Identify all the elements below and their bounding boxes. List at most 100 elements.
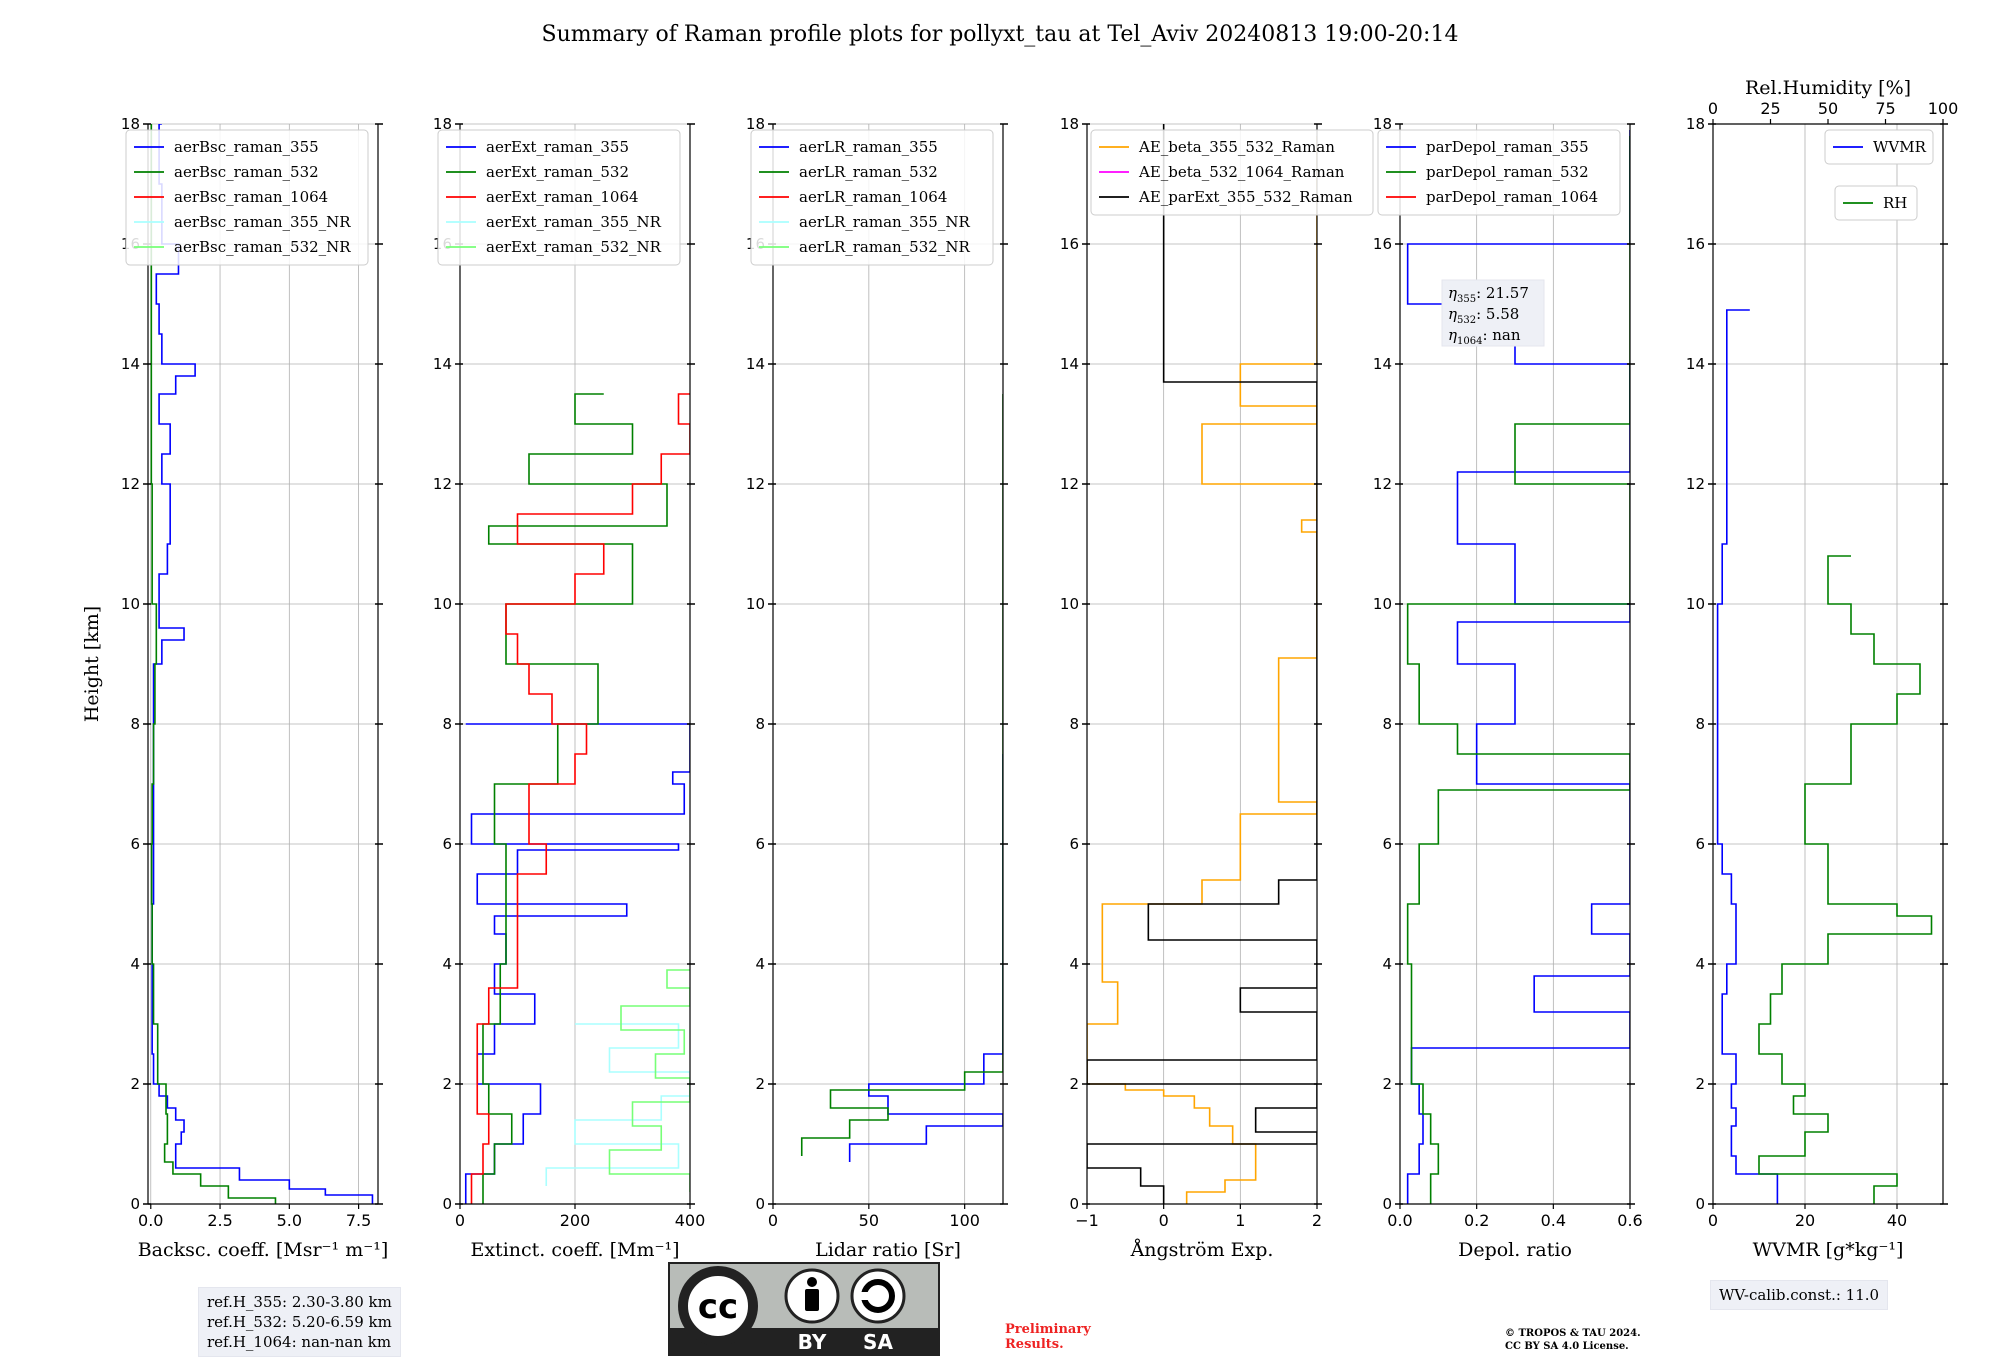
y-tick-label: 12	[121, 475, 140, 493]
legend-box	[125, 129, 369, 266]
share-alike-icon	[850, 1268, 906, 1324]
x-axis-label: WVMR [g*kg⁻¹]	[1753, 1239, 1904, 1261]
y-tick-label: 14	[1686, 355, 1705, 373]
x-tick-label: 1	[1235, 1211, 1245, 1230]
data-area	[1716, 309, 1933, 1204]
x-tick-label: 2.5	[207, 1211, 232, 1230]
x-axis-label: Ångström Exp.	[1130, 1239, 1274, 1261]
y-tick-label: 4	[1382, 955, 1392, 973]
legend-label: aerBsc_raman_1064	[174, 188, 328, 206]
series-aerExt_raman_1064	[470, 393, 690, 1204]
y-tick-label: 8	[1069, 715, 1079, 733]
legend-box-wvmr	[1824, 129, 1934, 165]
y-tick-label: 14	[433, 355, 452, 373]
x-tick-label: 100	[949, 1211, 980, 1230]
y-tick-label: 0	[130, 1195, 140, 1213]
top-x-tick-label: 25	[1760, 99, 1780, 118]
y-tick-label: 12	[1060, 475, 1079, 493]
y-tick-label: 0	[755, 1195, 765, 1213]
x-tick-label: 20	[1795, 1211, 1815, 1230]
cc-text: cc	[698, 1287, 738, 1327]
copyright-line-1: © TROPOS & TAU 2024.	[1505, 1328, 1641, 1339]
series-WVMR	[1716, 309, 1779, 1204]
legend-label: AE_beta_532_1064_Raman	[1138, 163, 1345, 181]
legend-box	[437, 129, 681, 266]
legend-label: parDepol_raman_355	[1426, 138, 1589, 156]
x-axis-label: Lidar ratio [Sr]	[815, 1239, 961, 1261]
y-tick-label: 8	[442, 715, 452, 733]
reference-height-box: ref.H_355: 2.30-3.80 km ref.H_532: 5.20-…	[198, 1287, 401, 1357]
legend-label: aerLR_raman_532	[799, 163, 938, 181]
legend-label: aerExt_raman_532_NR	[486, 238, 662, 256]
series-RH	[1758, 555, 1933, 1204]
x-tick-label: 0.6	[1617, 1211, 1642, 1230]
y-tick-label: 6	[1069, 835, 1079, 853]
legend-label: aerExt_raman_1064	[486, 188, 639, 206]
x-tick-label: 0	[1159, 1211, 1169, 1230]
legend-label: RH	[1883, 194, 1907, 212]
y-tick-label: 6	[1382, 835, 1392, 853]
eta-annotation: η532: 5.58	[1448, 305, 1519, 326]
x-tick-label: 0.0	[138, 1211, 163, 1230]
y-tick-label: 12	[433, 475, 452, 493]
series-aerExt_raman_532_NR	[608, 969, 690, 1192]
y-tick-label: 2	[1695, 1075, 1705, 1093]
y-tick-label: 18	[746, 115, 765, 133]
copyright-line-2: CC BY SA 4.0 License.	[1505, 1341, 1629, 1352]
series-aerLR_raman_532	[800, 394, 1003, 1156]
y-tick-label: 16	[1373, 235, 1392, 253]
y-tick-label: 4	[1069, 955, 1079, 973]
series-aerLR_raman_355	[848, 754, 1003, 1162]
legend-label: aerLR_raman_355	[799, 138, 938, 156]
panel-extinction: 0246810121416180200400Extinct. coeff. [M…	[433, 115, 705, 1261]
y-tick-label: 18	[1060, 115, 1079, 133]
top-x-tick-label: 50	[1818, 99, 1838, 118]
legend-label: aerLR_raman_1064	[799, 188, 947, 206]
x-tick-label: 50	[859, 1211, 879, 1230]
y-tick-label: 14	[1373, 355, 1392, 373]
y-tick-label: 4	[755, 955, 765, 973]
eta-box	[1441, 279, 1545, 347]
top-x-tick-label: 75	[1875, 99, 1895, 118]
x-tick-label: 5.0	[277, 1211, 302, 1230]
x-tick-label: 200	[560, 1211, 591, 1230]
y-tick-label: 18	[433, 115, 452, 133]
series-aerBsc_raman_355	[151, 124, 374, 1204]
y-tick-label: 10	[1373, 595, 1392, 613]
legend-box-rh	[1834, 185, 1918, 221]
y-tick-label: 0	[1382, 1195, 1392, 1213]
y-tick-label: 18	[1373, 115, 1392, 133]
top-axis-label: Rel.Humidity [%]	[1745, 77, 1911, 99]
y-tick-label: 18	[121, 115, 140, 133]
x-tick-label: −1	[1075, 1211, 1099, 1230]
y-tick-label: 6	[755, 835, 765, 853]
y-tick-label: 0	[1069, 1195, 1079, 1213]
series-parDepol_raman_532	[1406, 136, 1630, 1204]
y-tick-label: 0	[1695, 1195, 1705, 1213]
series-aerBsc_raman_532	[150, 124, 277, 1204]
by-text: BY	[798, 1330, 827, 1354]
y-tick-label: 12	[1373, 475, 1392, 493]
preliminary-results-note: Preliminary Results.	[1005, 1322, 1091, 1352]
legend-label: aerBsc_raman_355_NR	[174, 213, 351, 231]
top-x-tick-label: 100	[1928, 99, 1959, 118]
legend-label: aerBsc_raman_532_NR	[174, 238, 351, 256]
legend-label: WVMR	[1873, 138, 1927, 156]
legend-label: aerLR_raman_355_NR	[799, 213, 970, 231]
y-axis-label: Height [km]	[81, 606, 103, 722]
data-area	[464, 393, 690, 1204]
preliminary-line-2: Results.	[1005, 1337, 1064, 1352]
panel-lidar_ratio: 024681012141618050100Lidar ratio [Sr]aer…	[746, 115, 1008, 1261]
legend-label: parDepol_raman_1064	[1426, 188, 1598, 206]
x-tick-label: 40	[1887, 1211, 1907, 1230]
y-tick-label: 8	[130, 715, 140, 733]
legend-box	[750, 129, 994, 266]
y-tick-label: 2	[130, 1075, 140, 1093]
y-tick-label: 8	[1382, 715, 1392, 733]
eta-annotation: η1064: nan	[1448, 326, 1521, 347]
y-tick-label: 2	[442, 1075, 452, 1093]
x-tick-label: 0.2	[1464, 1211, 1489, 1230]
x-tick-label: 400	[675, 1211, 706, 1230]
legend-label: AE_parExt_355_532_Raman	[1138, 188, 1353, 206]
y-tick-label: 2	[1382, 1075, 1392, 1093]
